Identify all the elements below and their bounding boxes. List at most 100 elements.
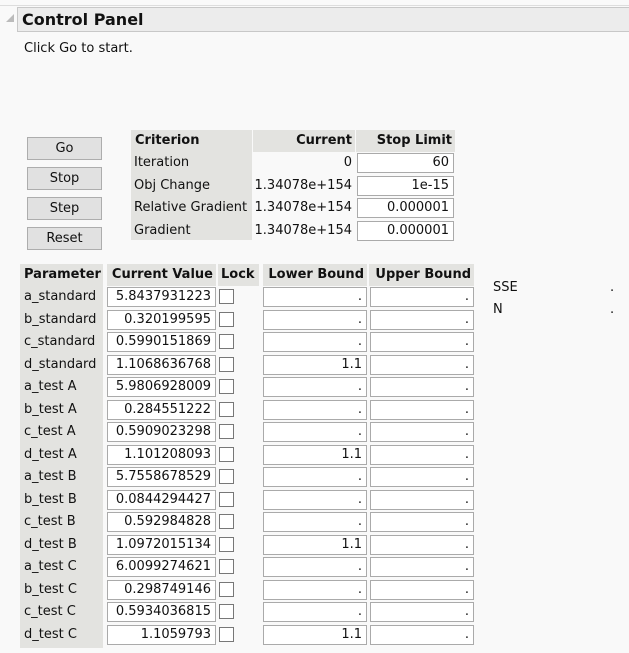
lock-checkbox[interactable] <box>219 604 234 619</box>
lock-checkbox[interactable] <box>219 581 234 597</box>
upper-bound-input[interactable]: . <box>370 579 474 600</box>
upper-bound-input[interactable]: . <box>370 444 474 465</box>
current-value-input[interactable]: 0.320199595 <box>107 309 216 330</box>
upper-bound-input[interactable]: . <box>370 377 474 397</box>
stop-limit-input[interactable]: 1e-15 <box>357 175 454 196</box>
lock-checkbox[interactable] <box>219 446 234 462</box>
control-panel-header[interactable]: Control Panel <box>17 7 629 32</box>
lock-checkbox[interactable] <box>219 401 234 417</box>
current-value-input[interactable]: 5.9806928009 <box>107 377 216 397</box>
upper-bound-input[interactable]: . <box>370 624 474 645</box>
stop-limit-input[interactable]: 60 <box>357 153 454 173</box>
go-button[interactable]: Go <box>27 137 102 160</box>
lower-bound-input[interactable]: 1.1 <box>263 624 367 645</box>
lock-checkbox[interactable] <box>219 536 234 552</box>
top-divider <box>0 0 629 6</box>
lower-bound-input[interactable]: . <box>263 309 367 330</box>
parameter-name: d_standard <box>24 356 97 372</box>
current-value-input[interactable]: 5.8437931223 <box>107 287 216 307</box>
current-value-input[interactable]: 1.1059793 <box>107 624 216 645</box>
lower-bound-input[interactable]: 1.1 <box>263 534 367 555</box>
upper-bound-input[interactable]: . <box>370 309 474 330</box>
parameter-name: b_test A <box>24 401 77 417</box>
parameter-name: d_test A <box>24 446 77 462</box>
lock-checkbox[interactable] <box>219 379 234 394</box>
step-button[interactable]: Step <box>27 197 102 220</box>
lower-bound-input[interactable]: 1.1 <box>263 354 367 375</box>
lower-bound-input[interactable]: . <box>263 489 367 510</box>
lock-checkbox[interactable] <box>219 469 234 484</box>
lower-bound-input[interactable]: . <box>263 422 367 442</box>
disclosure-triangle-icon[interactable] <box>6 14 14 22</box>
hint-text: Click Go to start. <box>24 41 133 56</box>
lower-bound-input[interactable]: . <box>263 579 367 600</box>
upper-bound-input[interactable]: . <box>370 602 474 622</box>
current-value-input[interactable]: 5.7558678529 <box>107 467 216 487</box>
upper-bound-input[interactable]: . <box>370 489 474 510</box>
parameter-label-bg <box>20 286 103 648</box>
reset-button[interactable]: Reset <box>27 227 102 250</box>
lock-checkbox[interactable] <box>219 334 234 349</box>
criterion-current: 1.34078e+154 <box>254 200 352 215</box>
lock-checkbox[interactable] <box>219 626 234 642</box>
parameter-name: b_test C <box>24 581 77 597</box>
upper-bound-input[interactable]: . <box>370 332 474 352</box>
stop-button[interactable]: Stop <box>27 167 102 190</box>
parameter-name: d_test B <box>24 536 77 552</box>
upper-bound-input[interactable]: . <box>370 512 474 532</box>
parameter-name: b_test B <box>24 491 77 507</box>
current-value-input[interactable]: 0.5934036815 <box>107 602 216 622</box>
parameter-name: c_test C <box>24 604 76 619</box>
parameter-header: Parameter <box>20 264 103 286</box>
lower-bound-input[interactable]: . <box>263 399 367 420</box>
stat-label: N <box>493 302 503 317</box>
lock-checkbox[interactable] <box>219 559 234 574</box>
lock-checkbox[interactable] <box>219 356 234 372</box>
current-value-input[interactable]: 0.298749146 <box>107 579 216 600</box>
current-value-input[interactable]: 6.0099274621 <box>107 557 216 577</box>
stop-limit-input[interactable]: 0.000001 <box>357 220 454 241</box>
upper-bound-input[interactable]: . <box>370 287 474 307</box>
lock-checkbox[interactable] <box>219 424 234 439</box>
current-value-input[interactable]: 0.0844294427 <box>107 489 216 510</box>
criterion-name: Relative Gradient <box>134 200 248 215</box>
criterion-header: Criterion <box>131 130 252 152</box>
criterion-current: 0 <box>343 155 352 170</box>
stop-limit-header: Stop Limit <box>356 130 455 152</box>
upper-bound-input[interactable]: . <box>370 354 474 375</box>
upper-bound-input[interactable]: . <box>370 534 474 555</box>
stat-label: SSE <box>493 280 518 295</box>
upper-bound-input[interactable]: . <box>370 399 474 420</box>
current-value-input[interactable]: 0.5909023298 <box>107 422 216 442</box>
lock-checkbox[interactable] <box>219 289 234 304</box>
lower-bound-input[interactable]: . <box>263 557 367 577</box>
criterion-name: Obj Change <box>134 177 211 193</box>
lower-bound-input[interactable]: . <box>263 467 367 487</box>
stat-value: . <box>610 280 615 295</box>
upper-bound-input[interactable]: . <box>370 557 474 577</box>
lower-bound-input[interactable]: . <box>263 287 367 307</box>
lock-checkbox[interactable] <box>219 311 234 327</box>
criterion-name: Gradient <box>134 222 191 238</box>
lower-bound-input[interactable]: 1.1 <box>263 444 367 465</box>
parameter-name: d_test C <box>24 626 77 642</box>
lock-checkbox[interactable] <box>219 514 234 529</box>
current-value-input[interactable]: 0.284551222 <box>107 399 216 420</box>
lower-bound-input[interactable]: . <box>263 332 367 352</box>
current-header: Current <box>253 130 355 152</box>
upper-bound-input[interactable]: . <box>370 467 474 487</box>
lock-checkbox[interactable] <box>219 491 234 507</box>
lower-bound-input[interactable]: . <box>263 512 367 532</box>
current-value-input[interactable]: 1.1068636768 <box>107 354 216 375</box>
upper-bound-input[interactable]: . <box>370 422 474 442</box>
stop-limit-input[interactable]: 0.000001 <box>357 198 454 218</box>
upper-bound-header: Upper Bound <box>369 264 474 286</box>
lower-bound-input[interactable]: . <box>263 377 367 397</box>
current-value-input[interactable]: 0.5990151869 <box>107 332 216 352</box>
current-value-input[interactable]: 1.0972015134 <box>107 534 216 555</box>
lower-bound-input[interactable]: . <box>263 602 367 622</box>
current-value-input[interactable]: 1.101208093 <box>107 444 216 465</box>
parameter-name: a_test B <box>24 469 77 484</box>
current-value-input[interactable]: 0.592984828 <box>107 512 216 532</box>
criterion-label-bg <box>131 152 252 240</box>
